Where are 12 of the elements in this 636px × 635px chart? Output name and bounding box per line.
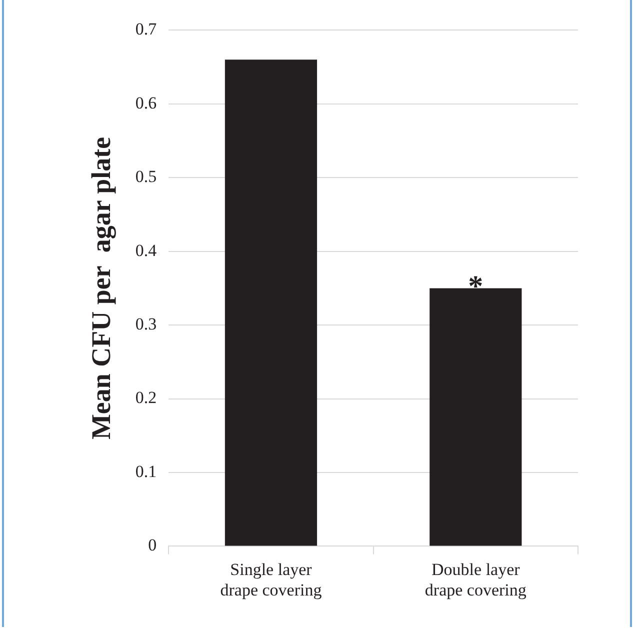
x-tick-label: Double layer drape covering (424, 560, 527, 600)
annotation: * (468, 270, 484, 304)
y-tick-label: 0.1 (135, 462, 157, 481)
x-tick-label: Single layer drape covering (220, 560, 322, 600)
y-tick-label: 0 (148, 536, 157, 555)
y-tick-label: 0.3 (135, 314, 157, 334)
y-tick-label: 0.6 (135, 93, 157, 112)
y-tick-label: 0.7 (135, 20, 158, 39)
y-tick-label: 0.5 (135, 167, 157, 186)
y-tick-label: 0.2 (135, 388, 157, 408)
y-axis-title: Mean CFU per agar plate (86, 136, 116, 440)
y-tick-label: 0.4 (135, 240, 158, 260)
